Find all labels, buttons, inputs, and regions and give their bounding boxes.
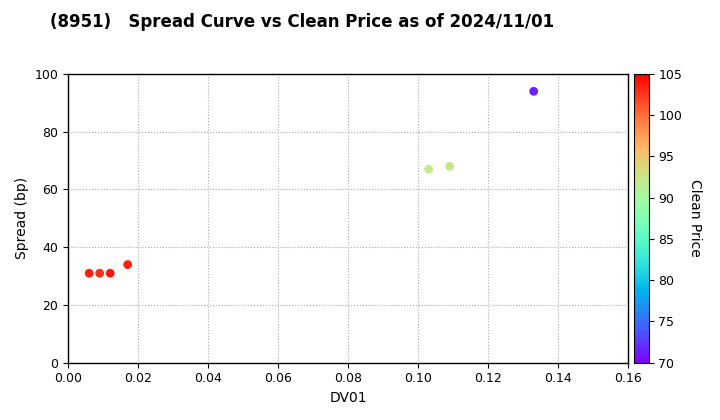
Point xyxy=(104,270,116,277)
Point xyxy=(444,163,456,170)
Point xyxy=(84,270,95,277)
Point xyxy=(528,88,539,94)
Point xyxy=(122,261,133,268)
Point xyxy=(423,166,434,173)
Y-axis label: Spread (bp): Spread (bp) xyxy=(15,177,29,260)
Y-axis label: Clean Price: Clean Price xyxy=(688,179,702,257)
Point xyxy=(94,270,105,277)
Text: (8951)   Spread Curve vs Clean Price as of 2024/11/01: (8951) Spread Curve vs Clean Price as of… xyxy=(50,13,554,31)
X-axis label: DV01: DV01 xyxy=(329,391,367,405)
